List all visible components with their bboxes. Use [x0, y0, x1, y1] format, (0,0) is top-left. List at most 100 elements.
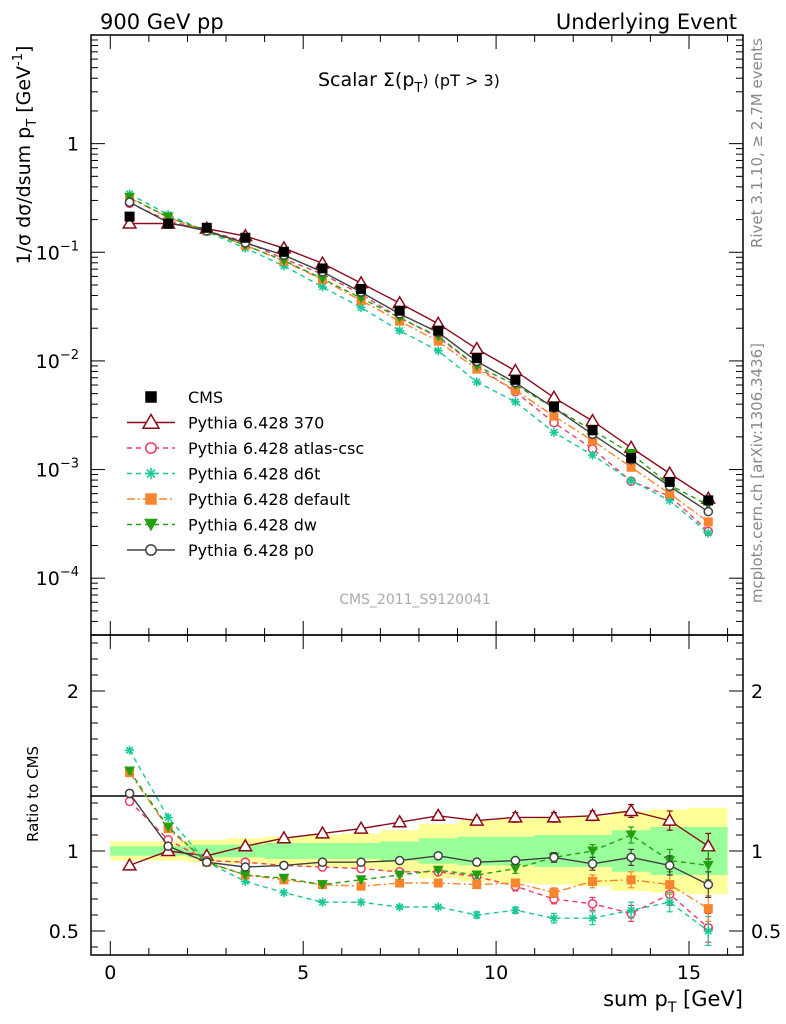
x-tick-label: 0 [104, 962, 116, 984]
ratio-y-tick-label: 2 [67, 681, 79, 703]
data-point [510, 397, 520, 407]
data-point [662, 812, 678, 826]
series-line [128, 749, 709, 932]
data-point [124, 197, 135, 208]
main-title: Scalar Σ(pT) (pT > 3) [318, 69, 500, 96]
main-series-pythia-6-428-d6t [125, 189, 713, 538]
ratio-y-tick-label-right: 2 [751, 681, 763, 703]
data-point [356, 897, 366, 907]
legend-label: Pythia 6.428 default [188, 490, 350, 509]
legend-item: Pythia 6.428 atlas-csc [127, 439, 364, 458]
legend-marker [145, 467, 157, 480]
data-point [121, 857, 138, 871]
main-y-axis-label: 1/σ dσ/dsum pT [GeV-1] [11, 46, 40, 265]
data-point [356, 283, 367, 294]
series-line [129, 770, 709, 886]
ratio-axis-ticks: 0.5 0.5 1 1 2 2 0 5 10 15 [49, 635, 781, 984]
x-tick-label: 10 [484, 962, 508, 984]
data-point [433, 325, 444, 336]
data-point [469, 341, 485, 355]
data-point [510, 374, 521, 385]
data-point [201, 222, 212, 233]
data-point [395, 878, 405, 888]
data-point [432, 865, 444, 876]
data-point [353, 820, 369, 834]
data-point [626, 905, 636, 915]
main-series [121, 189, 716, 538]
data-point [237, 838, 253, 852]
data-point [665, 880, 675, 890]
data-point [278, 873, 290, 884]
ratio-y-tick-label-right: 0.5 [751, 921, 781, 943]
data-point [395, 902, 405, 912]
legend-item: Pythia 6.428 d6t [127, 465, 320, 484]
series-line [129, 772, 709, 910]
watermark: CMS_2011_S9120041 [339, 592, 491, 608]
ratio-series [121, 745, 716, 947]
legend-marker [141, 412, 161, 429]
data-point [317, 263, 328, 274]
data-point [665, 489, 675, 499]
data-point [584, 808, 601, 822]
data-point [121, 215, 138, 229]
legend-marker [145, 493, 157, 505]
series-line [129, 196, 709, 506]
data-point [587, 425, 598, 436]
data-point [355, 875, 367, 886]
data-point [549, 427, 559, 437]
data-point [664, 476, 675, 487]
ratio-frame [90, 634, 744, 956]
data-point [549, 888, 559, 898]
data-point [394, 305, 405, 316]
header-left: 900 GeV pp [100, 10, 224, 34]
data-point [703, 528, 713, 538]
data-point [278, 246, 289, 257]
data-point [703, 879, 714, 890]
data-point [665, 897, 675, 907]
data-point [279, 888, 289, 898]
data-point [588, 450, 598, 460]
data-point [546, 389, 562, 403]
main-series-pythia-6-428-370 [121, 215, 716, 504]
series-line [129, 222, 709, 500]
data-point [703, 926, 713, 936]
data-point [433, 346, 443, 356]
main-y-tick-label: 10−1 [36, 239, 79, 264]
x-tick-label: 5 [297, 962, 309, 984]
data-point [472, 880, 482, 890]
ratio-y-tick-label: 1 [67, 841, 79, 863]
series-line [129, 197, 709, 523]
legend-item: Pythia 6.428 dw [127, 516, 317, 535]
data-point [240, 232, 251, 243]
data-point [392, 814, 408, 828]
legend-label: Pythia 6.428 atlas-csc [188, 439, 364, 458]
legend-label: Pythia 6.428 370 [188, 414, 324, 433]
main-y-tick-label: 10−3 [36, 457, 79, 482]
ratio-y-tick-label: 0.5 [49, 921, 79, 943]
rivet-label: Rivet 3.1.10, ≥ 2.7M events [748, 38, 766, 248]
data-point [507, 809, 523, 823]
ratio-inner-band [110, 827, 728, 875]
data-point [314, 825, 331, 839]
data-point [317, 897, 327, 907]
data-point [163, 218, 174, 229]
data-point [626, 452, 637, 463]
data-point [430, 808, 446, 822]
data-point [124, 211, 135, 222]
data-point [588, 913, 598, 923]
data-point [471, 353, 482, 364]
data-point [356, 881, 366, 891]
data-point [587, 899, 598, 909]
legend-marker [145, 544, 157, 556]
data-point [507, 363, 523, 377]
legend-label: Pythia 6.428 d6t [188, 465, 320, 484]
data-point [662, 465, 678, 479]
data-point [276, 830, 292, 844]
data-point [510, 905, 520, 915]
data-point [317, 880, 328, 890]
legend-label: Pythia 6.428 p0 [188, 541, 314, 560]
data-point [239, 870, 251, 881]
data-point [703, 517, 713, 527]
data-point [703, 506, 714, 517]
